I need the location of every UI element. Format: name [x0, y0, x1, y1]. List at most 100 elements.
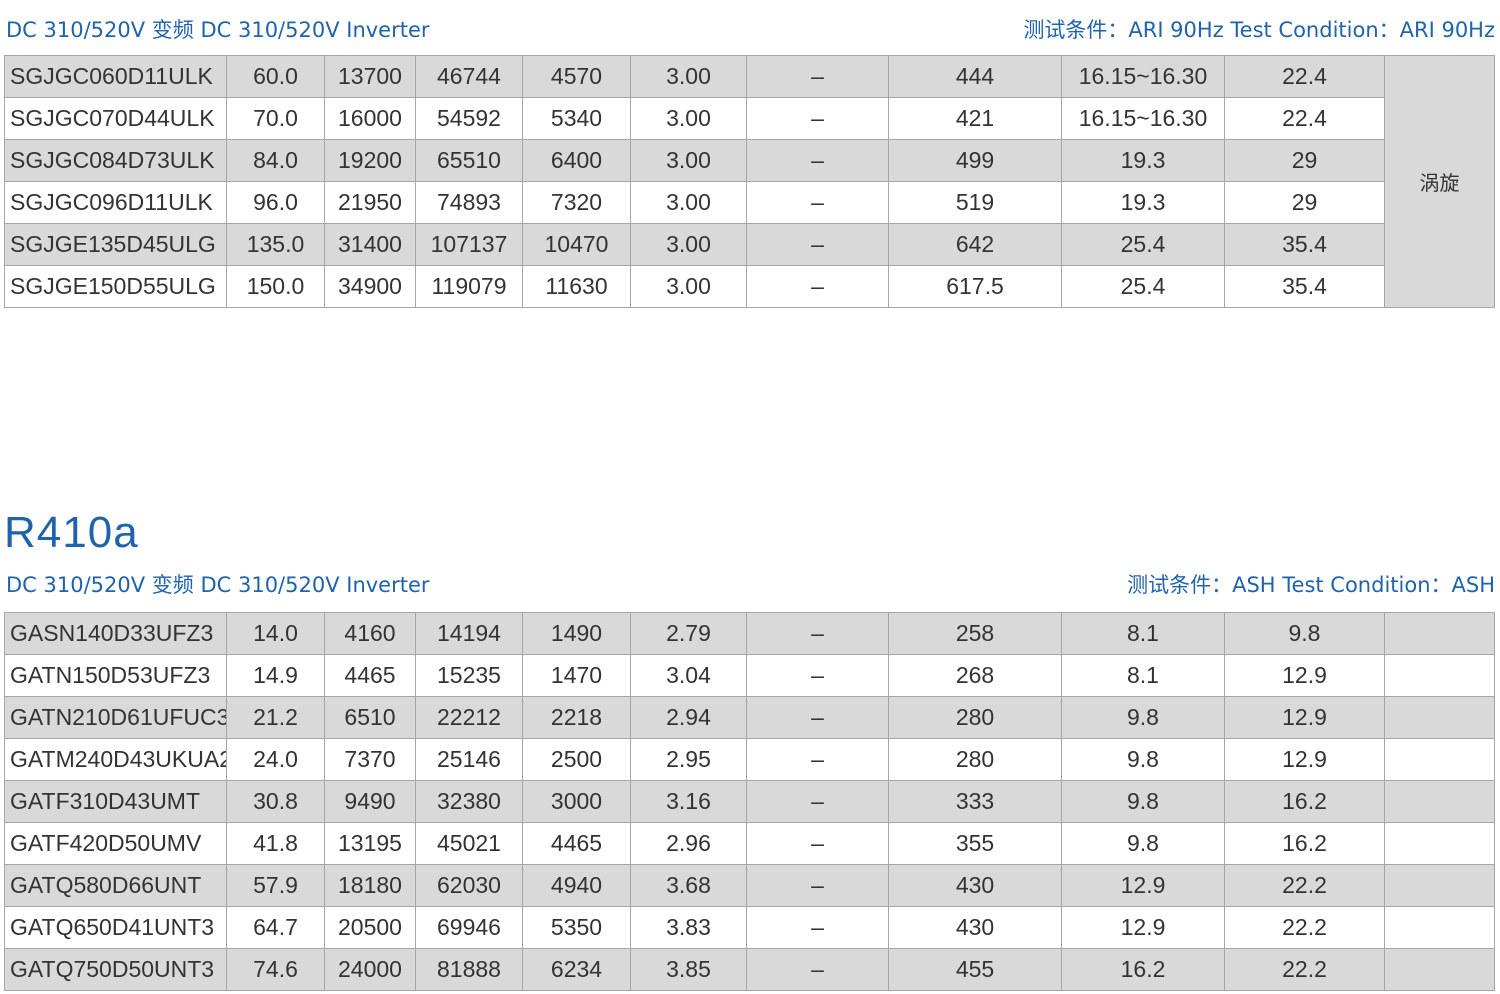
table-cell: 74893: [415, 181, 523, 224]
table-cell: 107137: [415, 223, 523, 266]
table-cell: –: [746, 696, 889, 739]
model-cell: GATF310D43UMT: [4, 780, 227, 823]
table-row: GATQ650D41UNT3 64.7 20500 69946 5350 3.8…: [4, 906, 1495, 949]
model-cell: SGJGC084D73ULK: [4, 139, 227, 182]
table-cell: 355: [888, 822, 1062, 865]
table-cell: 258: [888, 612, 1062, 655]
table-row: GATN150D53UFZ3 14.9 4465 15235 1470 3.04…: [4, 654, 1495, 697]
table-cell: 9.8: [1061, 780, 1225, 823]
table-cell: 642: [888, 223, 1062, 266]
table-cell: 16.2: [1224, 780, 1385, 823]
table-cell: 519: [888, 181, 1062, 224]
table-cell: 65510: [415, 139, 523, 182]
table-cell: 11630: [522, 265, 631, 308]
table-cell: 22.4: [1224, 55, 1385, 98]
table-row: GATM240D43UKUA2 24.0 7370 25146 2500 2.9…: [4, 738, 1495, 781]
table-cell: 74.6: [226, 948, 325, 991]
table-row: SGJGC084D73ULK 84.0 19200 65510 6400 3.0…: [4, 139, 1495, 182]
model-cell: GATQ580D66UNT: [4, 864, 227, 907]
table-cell: 3.16: [630, 780, 747, 823]
table-row: SGJGE135D45ULG 135.0 31400 107137 10470 …: [4, 223, 1495, 266]
table-cell: 150.0: [226, 265, 325, 308]
table-cell: 6234: [522, 948, 631, 991]
table-cell: 9.8: [1061, 822, 1225, 865]
model-cell: SGJGC096D11ULK: [4, 181, 227, 224]
empty-cell: [1384, 948, 1495, 991]
table-cell: 8.1: [1061, 612, 1225, 655]
table-cell: 22.2: [1224, 948, 1385, 991]
table-cell: 3.00: [630, 139, 747, 182]
table-cell: 21950: [324, 181, 416, 224]
table-cell: –: [746, 55, 889, 98]
table-cell: –: [746, 780, 889, 823]
table-cell: –: [746, 612, 889, 655]
empty-cell: [1384, 612, 1495, 655]
empty-cell: [1384, 696, 1495, 739]
table-cell: –: [746, 181, 889, 224]
table-cell: 5340: [522, 97, 631, 140]
table-cell: –: [746, 97, 889, 140]
model-cell: GATN150D53UFZ3: [4, 654, 227, 697]
table-cell: 3.00: [630, 265, 747, 308]
empty-cell: [1384, 864, 1495, 907]
table-cell: 10470: [522, 223, 631, 266]
table-cell: 30.8: [226, 780, 325, 823]
table-cell: 25.4: [1061, 223, 1225, 266]
table-cell: 12.9: [1224, 654, 1385, 697]
table-row: GATN210D61UFUC3 21.2 6510 22212 2218 2.9…: [4, 696, 1495, 739]
model-cell: GATF420D50UMV: [4, 822, 227, 865]
table-cell: 22.2: [1224, 864, 1385, 907]
table-cell: 2218: [522, 696, 631, 739]
model-cell: SGJGE135D45ULG: [4, 223, 227, 266]
table-cell: 3.85: [630, 948, 747, 991]
table-row: SGJGC060D11ULK 60.0 13700 46744 4570 3.0…: [4, 55, 1495, 308]
table-cell: 22.2: [1224, 906, 1385, 949]
table-cell: 16.2: [1224, 822, 1385, 865]
table-cell: 16.2: [1061, 948, 1225, 991]
top-header-inverter-label: DC 310/520V 变频 DC 310/520V Inverter: [6, 18, 430, 42]
table-cell: 1470: [522, 654, 631, 697]
compressor-type-cell: 涡旋: [1384, 55, 1495, 308]
table-row: GATF420D50UMV 41.8 13195 45021 4465 2.96…: [4, 822, 1495, 865]
bottom-header-inverter-label: DC 310/520V 变频 DC 310/520V Inverter: [6, 573, 430, 597]
table-cell: 46744: [415, 55, 523, 98]
table-cell: 3000: [522, 780, 631, 823]
table-cell: 34900: [324, 265, 416, 308]
table-cell: 13195: [324, 822, 416, 865]
table-cell: 18180: [324, 864, 416, 907]
table-cell: 13700: [324, 55, 416, 98]
table-cell: 6400: [522, 139, 631, 182]
table-cell: 12.9: [1224, 696, 1385, 739]
table-row: GASN140D33UFZ3 14.0 4160 14194 1490 2.79…: [4, 612, 1495, 655]
table-cell: 8.1: [1061, 654, 1225, 697]
table-cell: 70.0: [226, 97, 325, 140]
table-cell: 41.8: [226, 822, 325, 865]
table-cell: 444: [888, 55, 1062, 98]
bottom-spec-table: GASN140D33UFZ3 14.0 4160 14194 1490 2.79…: [4, 612, 1495, 991]
top-header: DC 310/520V 变频 DC 310/520V Inverter 测试条件…: [0, 0, 1500, 42]
table-cell: 62030: [415, 864, 523, 907]
table-cell: 119079: [415, 265, 523, 308]
top-header-test-condition: 测试条件：ARI 90Hz Test Condition：ARI 90Hz: [1023, 18, 1495, 42]
table-cell: 499: [888, 139, 1062, 182]
table-cell: –: [746, 223, 889, 266]
table-cell: 12.9: [1061, 906, 1225, 949]
table-cell: 29: [1224, 181, 1385, 224]
table-cell: 19200: [324, 139, 416, 182]
table-cell: 2.79: [630, 612, 747, 655]
empty-cell: [1384, 906, 1495, 949]
table-cell: 2500: [522, 738, 631, 781]
table-cell: –: [746, 654, 889, 697]
table-cell: 29: [1224, 139, 1385, 182]
table-cell: 12.9: [1061, 864, 1225, 907]
table-cell: 3.04: [630, 654, 747, 697]
table-cell: 430: [888, 906, 1062, 949]
table-cell: 24000: [324, 948, 416, 991]
table-cell: 12.9: [1224, 738, 1385, 781]
table-cell: 32380: [415, 780, 523, 823]
table-cell: 7320: [522, 181, 631, 224]
table-cell: 84.0: [226, 139, 325, 182]
table-cell: 3.00: [630, 223, 747, 266]
table-cell: 5350: [522, 906, 631, 949]
model-cell: GATQ650D41UNT3: [4, 906, 227, 949]
